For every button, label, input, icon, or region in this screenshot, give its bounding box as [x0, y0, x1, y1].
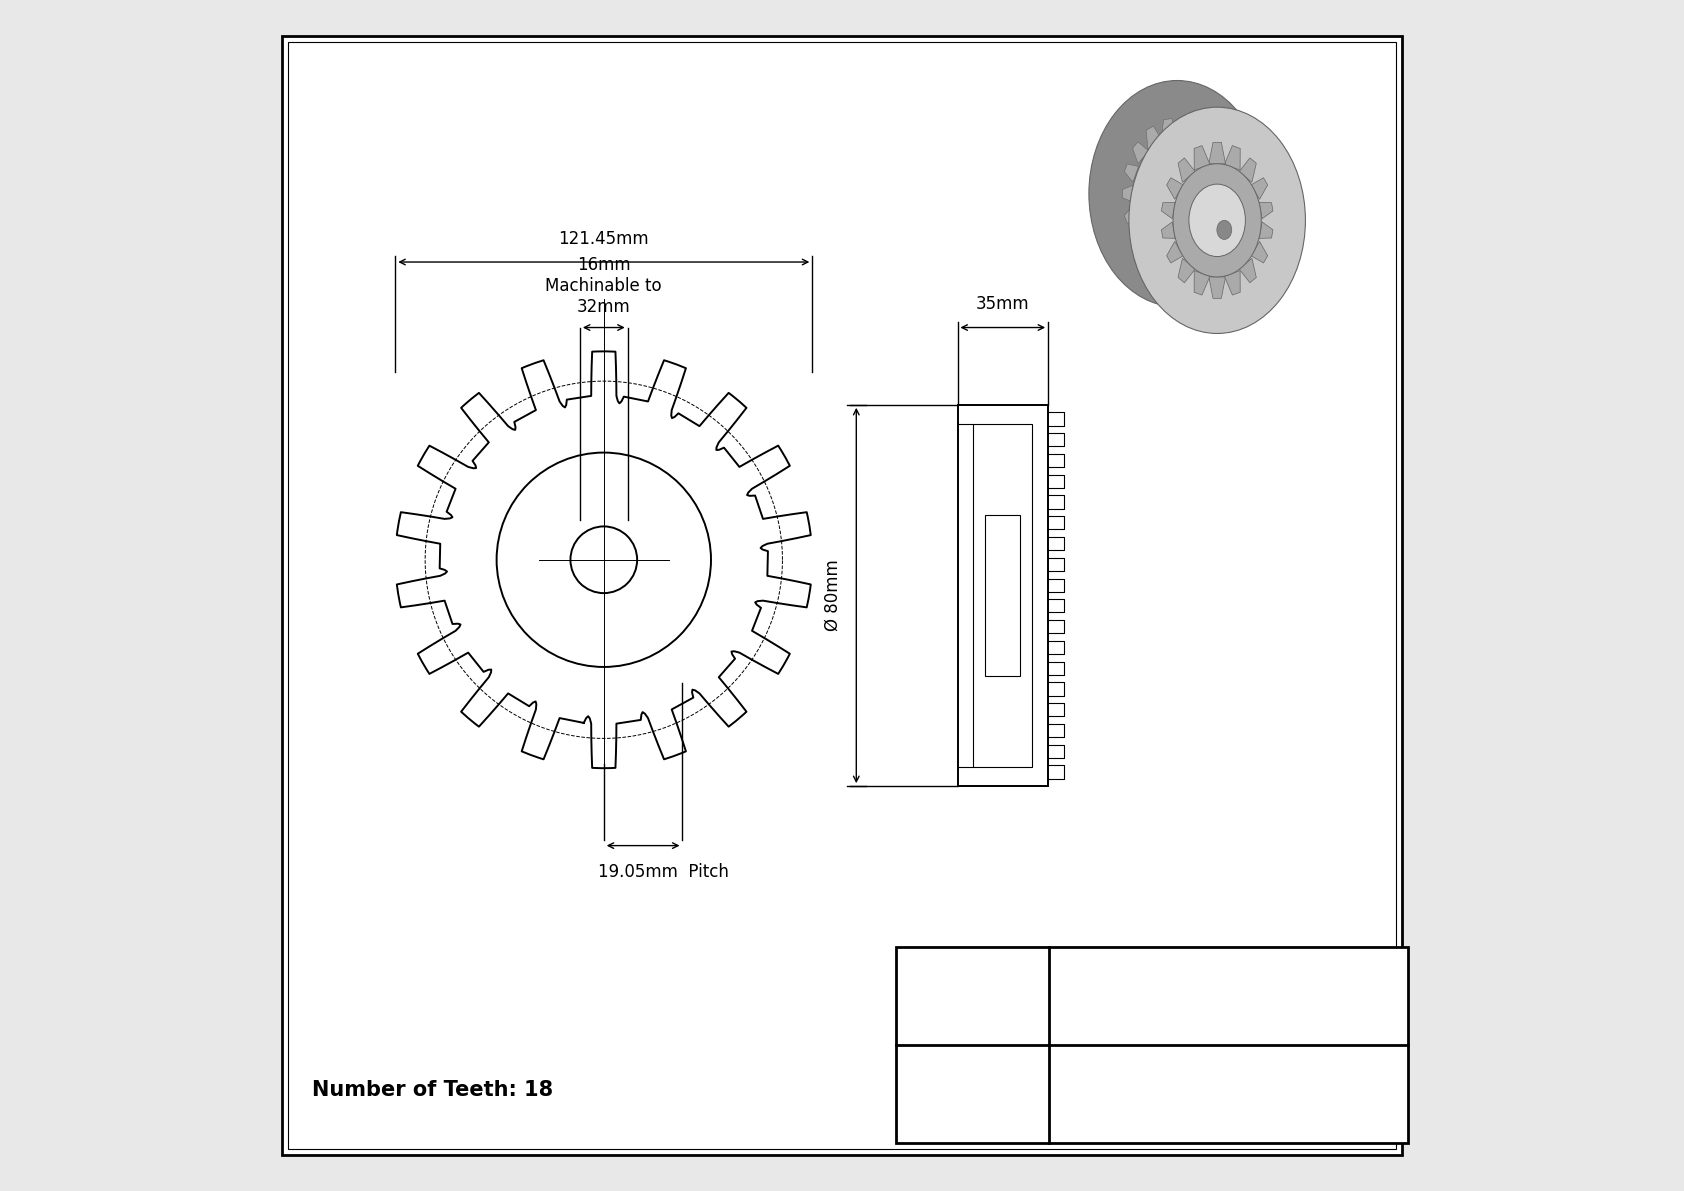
- Text: Part
Number: Part Number: [941, 1075, 1004, 1109]
- Bar: [973, 424, 1032, 767]
- Text: ®: ®: [1032, 959, 1044, 972]
- Polygon shape: [1239, 258, 1256, 282]
- Text: CDACKDCF: CDACKDCF: [1174, 1066, 1283, 1084]
- Polygon shape: [1147, 238, 1162, 261]
- Ellipse shape: [1090, 81, 1265, 307]
- Ellipse shape: [1128, 107, 1305, 333]
- Polygon shape: [1251, 242, 1268, 263]
- Polygon shape: [1192, 126, 1207, 149]
- Text: Sprockets: Sprockets: [1191, 1109, 1266, 1123]
- Polygon shape: [1216, 164, 1229, 182]
- Polygon shape: [1251, 177, 1268, 199]
- Polygon shape: [1162, 248, 1177, 269]
- Ellipse shape: [1218, 220, 1231, 239]
- Text: 19.05mm  Pitch: 19.05mm Pitch: [598, 863, 729, 881]
- Polygon shape: [1194, 145, 1209, 170]
- Polygon shape: [1209, 143, 1226, 164]
- Polygon shape: [1260, 202, 1273, 219]
- Polygon shape: [1162, 202, 1175, 219]
- Ellipse shape: [1189, 185, 1246, 256]
- Text: Number of Teeth: 18: Number of Teeth: 18: [312, 1080, 552, 1099]
- Polygon shape: [1133, 224, 1148, 245]
- Bar: [985, 516, 1021, 675]
- Polygon shape: [1177, 137, 1261, 278]
- Polygon shape: [1239, 158, 1256, 182]
- Text: Ø 80mm: Ø 80mm: [823, 560, 842, 631]
- Polygon shape: [1260, 222, 1273, 238]
- Polygon shape: [1221, 186, 1231, 202]
- Polygon shape: [1224, 145, 1239, 170]
- Text: SHANGHAI LILY BEARING LIMITED: SHANGHAI LILY BEARING LIMITED: [1086, 979, 1371, 993]
- Polygon shape: [1133, 142, 1148, 163]
- Polygon shape: [1216, 205, 1229, 224]
- Polygon shape: [1206, 224, 1221, 245]
- Polygon shape: [1206, 142, 1221, 163]
- Polygon shape: [1179, 258, 1196, 282]
- Polygon shape: [1177, 118, 1192, 139]
- Bar: [896, 947, 1408, 1143]
- Text: LILY: LILY: [904, 965, 1027, 1019]
- Polygon shape: [1194, 270, 1209, 295]
- Polygon shape: [1162, 118, 1177, 139]
- Polygon shape: [1177, 248, 1192, 269]
- Polygon shape: [1162, 222, 1175, 238]
- Polygon shape: [1167, 242, 1184, 263]
- Bar: [958, 405, 1047, 786]
- Polygon shape: [1209, 278, 1226, 299]
- Text: 121.45mm: 121.45mm: [559, 230, 648, 248]
- Polygon shape: [1123, 186, 1133, 202]
- Polygon shape: [1125, 205, 1138, 224]
- Text: 16mm
Machinable to
32mm: 16mm Machinable to 32mm: [546, 256, 662, 316]
- Polygon shape: [1192, 238, 1207, 261]
- Text: 35mm: 35mm: [977, 295, 1029, 313]
- Polygon shape: [1167, 177, 1184, 199]
- Polygon shape: [1224, 270, 1239, 295]
- Ellipse shape: [1174, 164, 1261, 278]
- Text: Email: lilybearing@lily-bearing.com: Email: lilybearing@lily-bearing.com: [1105, 1012, 1352, 1027]
- Polygon shape: [1125, 164, 1138, 182]
- Polygon shape: [1179, 158, 1196, 182]
- Polygon shape: [1147, 126, 1162, 149]
